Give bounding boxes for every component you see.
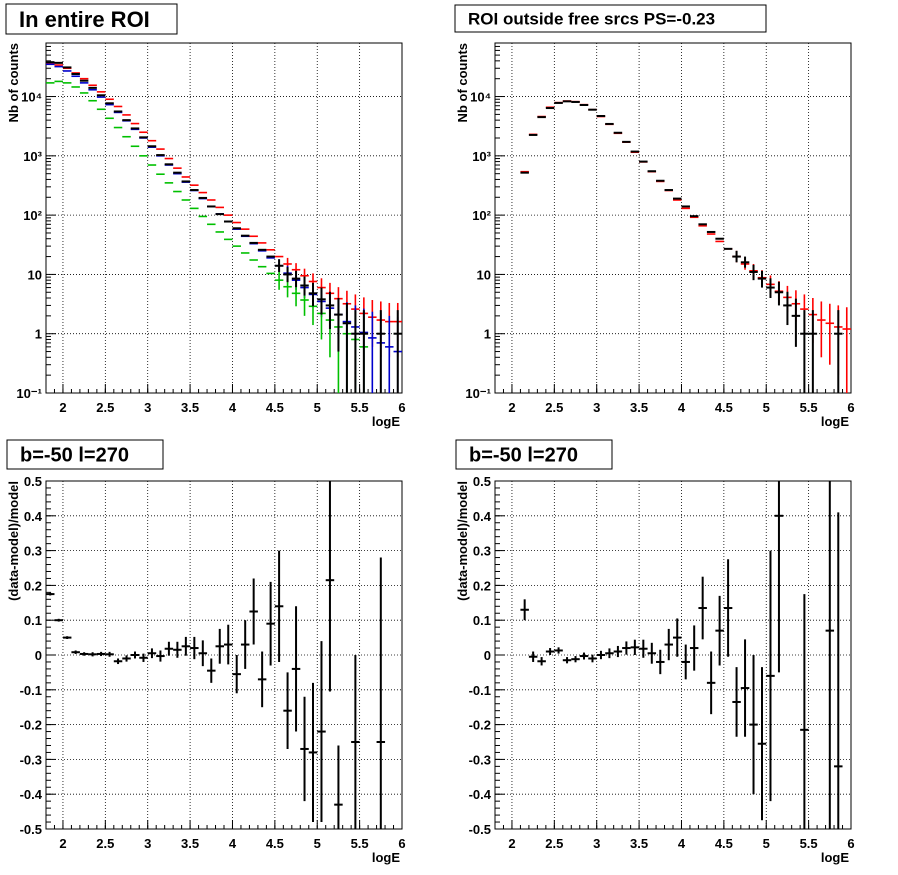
y-tick-label: 10⁴ xyxy=(21,90,42,105)
x-tick-label: 2.5 xyxy=(545,400,563,415)
x-tick-label: 5 xyxy=(314,400,321,415)
series-1 xyxy=(46,481,386,829)
y-tick-label: 10² xyxy=(23,208,42,223)
y-tick-label: 0.1 xyxy=(473,613,491,628)
y-tick-label: 1 xyxy=(35,327,42,342)
y-tick-label: -0.3 xyxy=(469,752,491,767)
x-tick-label: 2 xyxy=(59,400,66,415)
x-axis-label: logE xyxy=(372,414,400,429)
x-tick-label: 5.5 xyxy=(800,400,818,415)
y-tick-label: 0 xyxy=(484,648,491,663)
x-tick-label: 5.5 xyxy=(800,836,818,851)
y-tick-label: 0.2 xyxy=(473,578,491,593)
y-tick-label: -0.1 xyxy=(469,683,491,698)
y-tick-label: -0.2 xyxy=(20,718,42,733)
y-tick-label: 0.4 xyxy=(24,509,43,524)
chart-title: In entire ROI xyxy=(19,7,150,32)
x-tick-label: 2 xyxy=(59,836,66,851)
title-box xyxy=(6,439,164,470)
y-tick-label: 10 xyxy=(28,267,42,282)
chart-panel-3: 2 2.5 3 3.5 4 4.5 5 5.5 6 -0.5 -0.4 -0.3 -0.2 -0.1 0 0.… xyxy=(6,439,406,865)
x-tick-label: 3 xyxy=(144,836,151,851)
chart-title: b=-50 l=270 xyxy=(20,445,129,467)
x-tick-label: 2.5 xyxy=(96,400,114,415)
y-tick-label: 0.3 xyxy=(473,544,491,559)
chart-panel-2: 2 2.5 3 3.5 4 4.5 5 5.5 6 10⁻¹ 1 10 10² 10³ 10⁴ logE Nb … xyxy=(454,4,855,429)
y-tick-label: 0.5 xyxy=(473,474,491,489)
x-tick-label: 5 xyxy=(763,836,770,851)
x-tick-label: 5 xyxy=(314,836,321,851)
title-box xyxy=(455,439,613,470)
y-tick-label: 0.2 xyxy=(24,578,42,593)
series-4 xyxy=(46,61,402,393)
chart-panel-4: 2 2.5 3 3.5 4 4.5 5 5.5 6 -0.5 -0.4 -0.3 -0.2 -0.1 0 0.… xyxy=(455,439,855,865)
y-tick-label: 1 xyxy=(484,327,491,342)
y-tick-label: -0.2 xyxy=(469,718,491,733)
x-tick-label: 6 xyxy=(847,400,854,415)
y-tick-label: 10² xyxy=(472,208,491,223)
title-box xyxy=(454,4,767,33)
y-tick-label: -0.1 xyxy=(20,683,42,698)
x-tick-label: 4 xyxy=(678,836,686,851)
x-tick-label: 3 xyxy=(593,400,600,415)
x-tick-label: 4.5 xyxy=(715,836,733,851)
x-tick-label: 4.5 xyxy=(266,836,284,851)
x-tick-label: 3.5 xyxy=(181,836,199,851)
x-tick-label: 3.5 xyxy=(630,836,648,851)
y-tick-label: 10³ xyxy=(472,149,491,164)
chart-title: ROI outside free srcs PS=-0.23 xyxy=(468,10,715,29)
chart-panel-1: 2 2.5 3 3.5 4 4.5 5 5.5 6 10⁻¹ 1 10 10² 10³ 10⁴ logE Nb … xyxy=(5,3,406,429)
x-tick-label: 2 xyxy=(508,836,515,851)
y-tick-label: 0 xyxy=(35,648,42,663)
series-2 xyxy=(520,100,843,393)
y-axis-label: (data-model)/model xyxy=(6,481,21,601)
x-tick-label: 2 xyxy=(508,400,515,415)
y-tick-label: 0.1 xyxy=(24,613,42,628)
y-tick-label: -0.5 xyxy=(469,822,491,837)
x-tick-label: 5 xyxy=(763,400,770,415)
x-tick-label: 4 xyxy=(229,400,237,415)
y-tick-label: 10⁴ xyxy=(470,90,491,105)
x-axis-label: logE xyxy=(821,850,849,865)
x-tick-label: 6 xyxy=(398,400,405,415)
x-tick-label: 2.5 xyxy=(545,836,563,851)
x-tick-label: 6 xyxy=(398,836,405,851)
y-tick-label: 10 xyxy=(477,267,491,282)
x-tick-label: 4.5 xyxy=(266,400,284,415)
x-tick-label: 3 xyxy=(144,400,151,415)
y-tick-label: -0.5 xyxy=(20,822,42,837)
y-tick-label: -0.4 xyxy=(469,787,492,802)
series-1 xyxy=(520,481,843,829)
x-tick-label: 4 xyxy=(678,400,686,415)
y-axis-label: (data-model)/model xyxy=(455,481,470,601)
y-tick-label: -0.4 xyxy=(20,787,43,802)
y-tick-label: 10³ xyxy=(23,149,42,164)
y-tick-label: 10⁻¹ xyxy=(16,386,42,401)
plot-frame xyxy=(494,42,852,394)
x-axis-label: logE xyxy=(372,850,400,865)
x-axis-label: logE xyxy=(821,414,849,429)
y-tick-label: -0.3 xyxy=(20,752,42,767)
title-box xyxy=(5,3,178,35)
x-tick-label: 5.5 xyxy=(351,400,369,415)
y-tick-label: 0.3 xyxy=(24,544,42,559)
x-tick-label: 2.5 xyxy=(96,836,114,851)
y-tick-label: 0.5 xyxy=(24,474,42,489)
x-tick-label: 3.5 xyxy=(630,400,648,415)
x-tick-label: 5.5 xyxy=(351,836,369,851)
y-axis-label: Nb of counts xyxy=(455,43,470,122)
y-tick-label: 0.4 xyxy=(473,509,492,524)
x-tick-label: 4.5 xyxy=(715,400,733,415)
x-tick-label: 3.5 xyxy=(181,400,199,415)
x-tick-label: 3 xyxy=(593,836,600,851)
x-tick-label: 6 xyxy=(847,836,854,851)
y-tick-label: 10⁻¹ xyxy=(465,386,491,401)
y-axis-label: Nb of counts xyxy=(6,43,21,122)
x-tick-label: 4 xyxy=(229,836,237,851)
chart-title: b=-50 l=270 xyxy=(469,445,578,467)
